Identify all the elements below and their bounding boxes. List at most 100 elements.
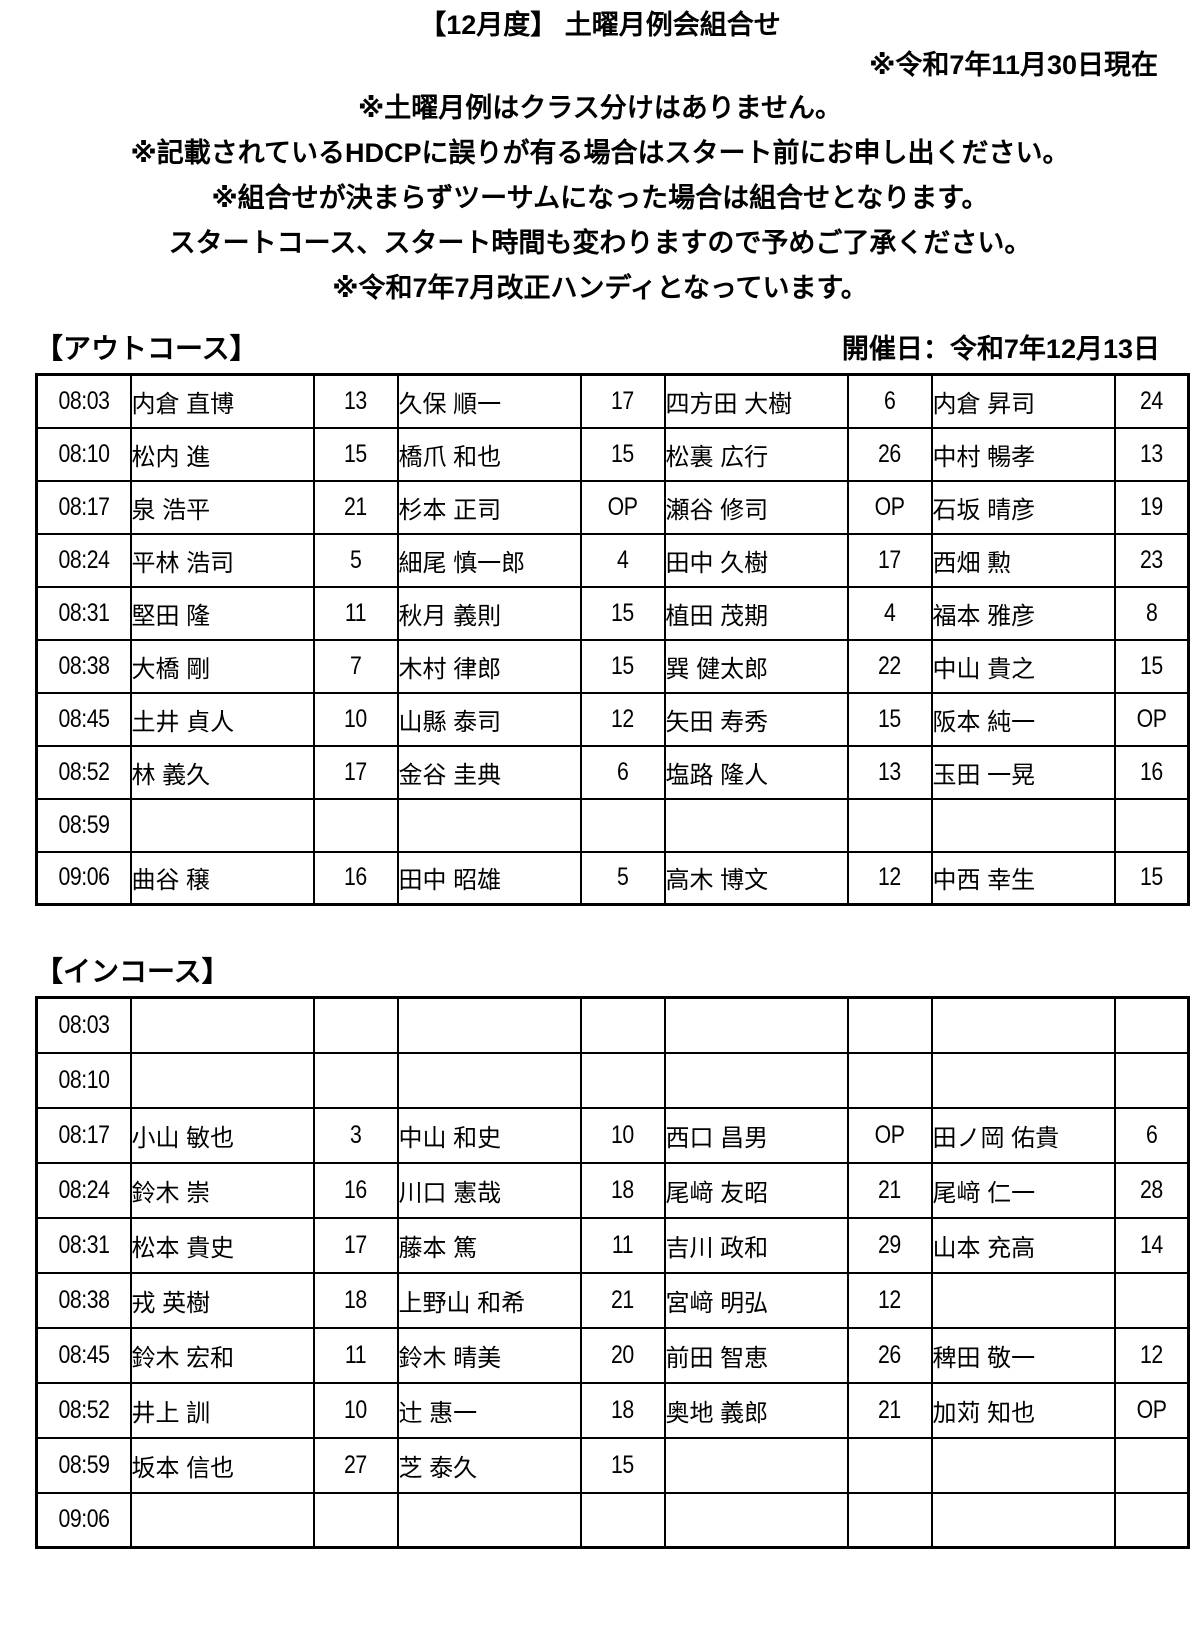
player-hdcp: 14 (1113, 1216, 1190, 1274)
player-hdcp: 18 (579, 1381, 666, 1439)
player-name: 林 義久 (129, 744, 315, 800)
player-hdcp: 15 (1113, 850, 1190, 906)
player-hdcp: OP (846, 479, 933, 535)
pairing-row: 08:52 井上 訓 10 辻 惠一 18 奥地 義郎 21 加苅 知也 OP (35, 1381, 1190, 1439)
player-name: 阪本 純一 (930, 691, 1116, 747)
player-hdcp (1113, 1436, 1190, 1494)
player-hdcp: 21 (579, 1271, 666, 1329)
player-name: 尾﨑 友昭 (663, 1161, 849, 1219)
page-title: 【12月度】 土曜月例会組合せ (419, 10, 781, 40)
player-name: 中西 幸生 (930, 850, 1116, 906)
player-name: 秋月 義則 (396, 585, 582, 641)
note-line: ※土曜月例はクラス分けはありません。 (358, 93, 842, 123)
note-line: ※記載されているHDCPに誤りが有る場合はスタート前にお申し出ください。 (130, 138, 1070, 168)
player-name: 前田 智恵 (663, 1326, 849, 1384)
player-name: 内倉 昇司 (930, 373, 1116, 429)
player-name: 内倉 直博 (129, 373, 315, 429)
pairing-row: 08:38 大橋 剛 7 木村 律郎 15 巽 健太郎 22 中山 貴之 15 (35, 638, 1190, 694)
pairing-row: 08:59 坂本 信也 27 芝 泰久 15 (35, 1436, 1190, 1494)
player-name: 藤本 篤 (396, 1216, 582, 1274)
player-hdcp (846, 1491, 933, 1549)
player-hdcp: 12 (846, 850, 933, 906)
player-name: 西口 昌男 (663, 1106, 849, 1164)
player-hdcp: 17 (846, 532, 933, 588)
player-name (129, 1051, 315, 1109)
player-hdcp: 15 (1113, 638, 1190, 694)
player-name: 四方田 大樹 (663, 373, 849, 429)
player-name: 鈴木 宏和 (129, 1326, 315, 1384)
player-hdcp: 28 (1113, 1161, 1190, 1219)
player-name: 金谷 圭典 (396, 744, 582, 800)
out-course-heading: 【アウトコース】 (35, 333, 258, 364)
player-hdcp: 18 (579, 1161, 666, 1219)
pairing-row: 08:10 (35, 1051, 1190, 1109)
player-hdcp: 3 (312, 1106, 399, 1164)
player-name: 坂本 信也 (129, 1436, 315, 1494)
player-hdcp: 13 (312, 373, 399, 429)
tee-time: 08:45 (35, 1326, 132, 1384)
player-name: 中村 暢孝 (930, 426, 1116, 482)
player-hdcp: 11 (312, 1326, 399, 1384)
player-hdcp: 15 (846, 691, 933, 747)
player-name: 加苅 知也 (930, 1381, 1116, 1439)
player-hdcp: 15 (579, 1436, 666, 1494)
player-hdcp: 17 (579, 373, 666, 429)
player-hdcp: 10 (312, 691, 399, 747)
in-course-header: 【インコース】 (35, 954, 1160, 990)
note-line: スタートコース、スタート時間も変わりますので予めご了承ください。 (168, 228, 1032, 258)
player-hdcp: 15 (579, 638, 666, 694)
player-hdcp: 21 (312, 479, 399, 535)
player-hdcp: 21 (846, 1161, 933, 1219)
player-name: 大橋 剛 (129, 638, 315, 694)
player-name: 橋爪 和也 (396, 426, 582, 482)
tee-time: 08:59 (35, 1436, 132, 1494)
player-hdcp: 16 (312, 1161, 399, 1219)
player-hdcp: 15 (579, 426, 666, 482)
player-name: 中山 和史 (396, 1106, 582, 1164)
player-hdcp (1113, 797, 1190, 853)
player-hdcp: 29 (846, 1216, 933, 1274)
player-name: 吉川 政和 (663, 1216, 849, 1274)
player-name (129, 996, 315, 1054)
player-hdcp: 16 (312, 850, 399, 906)
tee-time: 08:17 (35, 1106, 132, 1164)
player-hdcp: 10 (312, 1381, 399, 1439)
player-hdcp (1113, 1491, 1190, 1549)
player-hdcp: 21 (846, 1381, 933, 1439)
player-name (129, 797, 315, 853)
player-hdcp (579, 1051, 666, 1109)
player-name (663, 797, 849, 853)
player-name (396, 996, 582, 1054)
player-name: 松本 貴史 (129, 1216, 315, 1274)
player-hdcp (312, 1051, 399, 1109)
player-name (663, 1436, 849, 1494)
pairing-row: 08:45 鈴木 宏和 11 鈴木 晴美 20 前田 智恵 26 稗田 敬一 12 (35, 1326, 1190, 1384)
player-name: 木村 律郎 (396, 638, 582, 694)
player-name: 堅田 隆 (129, 585, 315, 641)
pairing-row: 08:59 (35, 797, 1190, 853)
player-hdcp: 12 (579, 691, 666, 747)
player-name: 平林 浩司 (129, 532, 315, 588)
player-hdcp: 20 (579, 1326, 666, 1384)
player-hdcp: 27 (312, 1436, 399, 1494)
pairing-row: 08:24 平林 浩司 5 細尾 慎一郎 4 田中 久樹 17 西畑 勲 23 (35, 532, 1190, 588)
player-name (396, 797, 582, 853)
player-name: 瀬谷 修司 (663, 479, 849, 535)
player-hdcp (846, 1436, 933, 1494)
as-of-date: ※令和7年11月30日現在 (869, 50, 1158, 80)
player-name: 宮﨑 明弘 (663, 1271, 849, 1329)
player-name: 小山 敏也 (129, 1106, 315, 1164)
player-name: 辻 惠一 (396, 1381, 582, 1439)
tee-time: 08:24 (35, 532, 132, 588)
player-hdcp (312, 996, 399, 1054)
pairing-row: 08:03 (35, 996, 1190, 1054)
player-hdcp (1113, 996, 1190, 1054)
player-name: 矢田 寿秀 (663, 691, 849, 747)
pairing-row: 08:17 小山 敏也 3 中山 和史 10 西口 昌男 OP 田ノ岡 佑貴 6 (35, 1106, 1190, 1164)
player-hdcp: 11 (312, 585, 399, 641)
pairing-row: 08:17 泉 浩平 21 杉本 正司 OP 瀬谷 修司 OP 石坂 晴彦 19 (35, 479, 1190, 535)
player-hdcp: 8 (1113, 585, 1190, 641)
tee-time: 08:59 (35, 797, 132, 853)
tee-time: 08:45 (35, 691, 132, 747)
out-course-table: 08:03 内倉 直博 13 久保 順一 17 四方田 大樹 6 内倉 昇司 24 08:10 松内… (35, 373, 1190, 906)
